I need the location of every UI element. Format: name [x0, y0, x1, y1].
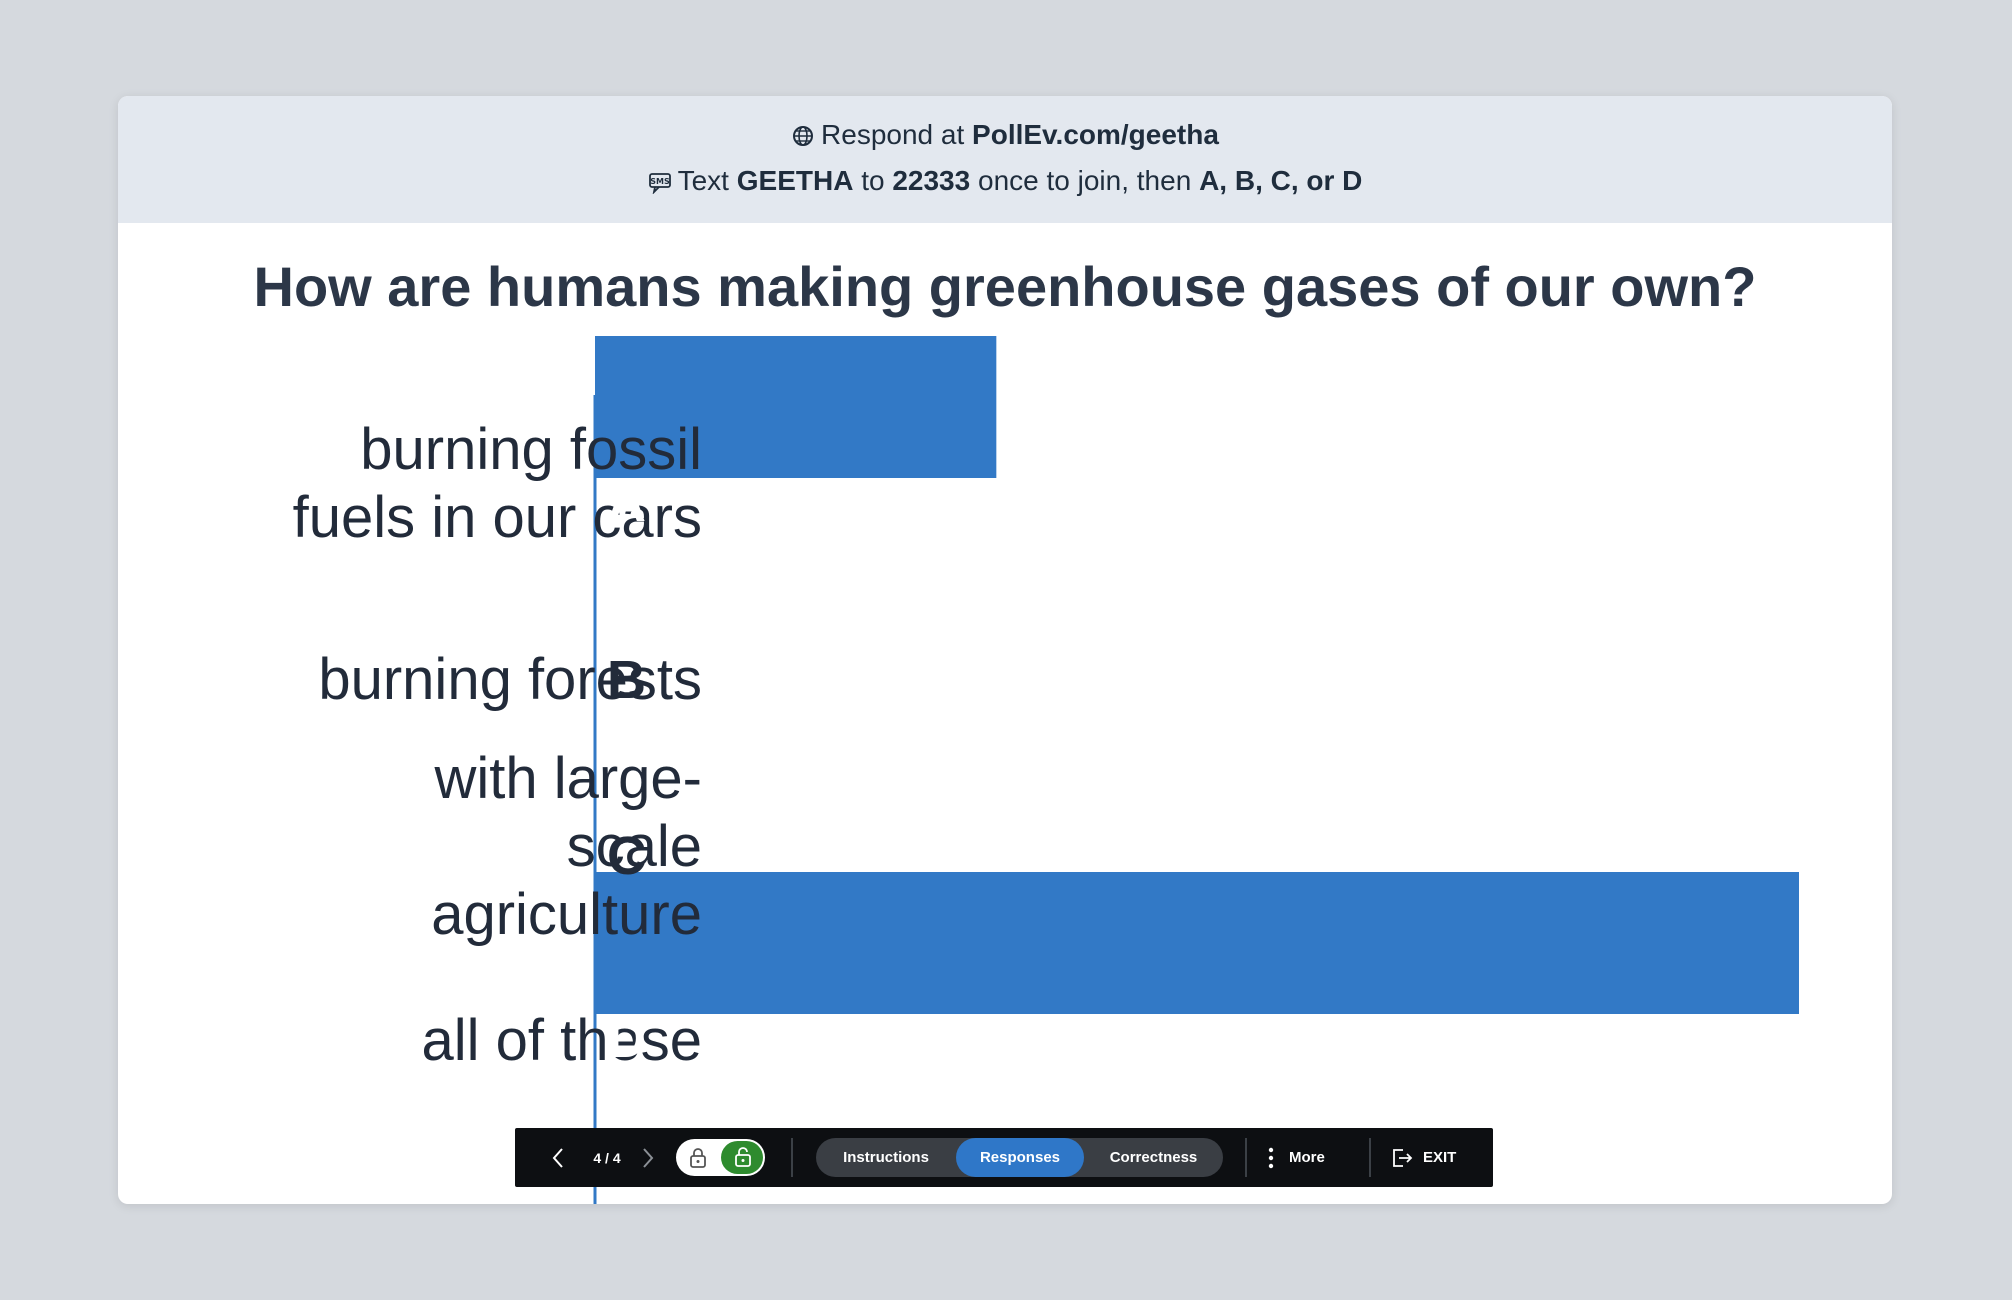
toolbar-divider	[791, 1138, 793, 1177]
text-mid: once to join, then	[978, 165, 1192, 196]
lock-toggle[interactable]	[676, 1139, 765, 1176]
bar-chart	[593, 336, 1799, 1204]
poll-question: How are humans making greenhouse gases o…	[253, 255, 1757, 318]
respond-header: Respond at PollEv.com/geetha SMS Text GE…	[118, 96, 1892, 223]
respond-url-line: Respond at PollEv.com/geetha	[118, 118, 1892, 152]
option-value-d: 75%	[1671, 1009, 1780, 1069]
option-letter-d: D	[607, 1009, 646, 1069]
more-vertical-icon	[1268, 1147, 1274, 1168]
option-value-a: 25%	[881, 473, 990, 533]
text-options: A, B, C, or D	[1199, 165, 1363, 196]
presenter-toolbar: 4 / 4 Instructions Responses Correctnes	[515, 1128, 1493, 1187]
next-slide-button[interactable]	[633, 1128, 663, 1187]
option-label-a: burning fossil fuels in our cars	[292, 417, 702, 550]
bar-d	[595, 872, 1799, 1014]
text-number: 22333	[892, 165, 971, 196]
option-letter-c: C	[607, 826, 646, 886]
sms-icon: SMS	[648, 173, 671, 194]
bars-group	[595, 336, 1799, 1014]
more-button[interactable]: More	[1267, 1128, 1347, 1187]
toolbar-divider	[1369, 1138, 1371, 1177]
chevron-right-icon	[643, 1147, 654, 1168]
tab-instructions[interactable]: Instructions	[843, 1149, 929, 1166]
respond-prefix: Respond at	[821, 119, 965, 150]
unlock-icon	[735, 1147, 751, 1167]
svg-text:SMS: SMS	[650, 177, 670, 186]
poll-slide: Respond at PollEv.com/geetha SMS Text GE…	[118, 96, 1892, 1204]
lock-icon	[690, 1148, 706, 1168]
text-to: to	[861, 165, 885, 196]
prev-slide-button[interactable]	[541, 1128, 575, 1187]
view-tabs: Instructions Responses Correctness	[816, 1138, 1223, 1177]
option-label-d: all of these	[421, 1008, 702, 1073]
globe-icon	[793, 126, 814, 146]
option-label-b: burning forests	[318, 647, 702, 712]
text-instructions-line: SMS Text GEETHA to 22333 once to join, t…	[118, 164, 1892, 198]
exit-label: EXIT	[1423, 1149, 1457, 1166]
exit-button[interactable]: EXIT	[1391, 1128, 1471, 1187]
option-letter-a: A	[607, 473, 646, 533]
bar-a	[595, 336, 997, 478]
more-label: More	[1289, 1149, 1325, 1166]
page-indicator: 4 / 4	[593, 1149, 621, 1166]
respond-url: PollEv.com/geetha	[972, 119, 1219, 150]
chevron-left-icon	[552, 1147, 563, 1168]
text-keyword: GEETHA	[736, 165, 854, 196]
tab-correctness[interactable]: Correctness	[1109, 1149, 1198, 1166]
option-label-c: with large-scale agriculture	[431, 746, 702, 947]
exit-icon	[1393, 1148, 1413, 1167]
toolbar-divider	[1245, 1138, 1247, 1177]
option-letter-b: B	[607, 650, 646, 710]
tab-responses[interactable]: Responses	[956, 1138, 1084, 1177]
unlock-active[interactable]	[721, 1141, 763, 1174]
text-prefix: Text	[677, 165, 729, 196]
